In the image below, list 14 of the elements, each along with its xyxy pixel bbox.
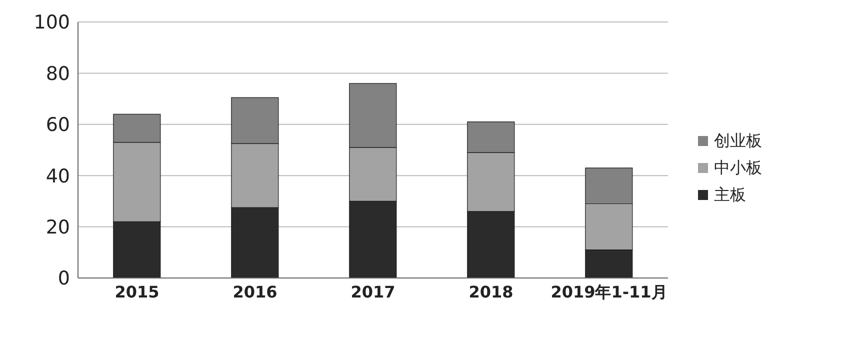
legend-label: 创业板 <box>714 130 762 152</box>
y-tick-label: 0 <box>58 268 70 290</box>
y-tick-label: 60 <box>46 114 70 136</box>
y-tick-label: 80 <box>46 62 70 85</box>
legend-label: 主板 <box>714 184 746 206</box>
y-tick-label: 40 <box>46 165 70 188</box>
y-tick-label: 20 <box>46 216 70 239</box>
x-tick-label: 2015 <box>114 282 160 302</box>
y-tick-label: 100 <box>34 12 70 34</box>
legend-label: 中小板 <box>714 158 762 178</box>
x-tick-label: 2016 <box>232 282 278 302</box>
x-tick-label: 2019年1-11月 <box>550 282 668 302</box>
x-tick-label: 2017 <box>350 282 396 302</box>
x-tick-label: 2018 <box>468 282 514 302</box>
